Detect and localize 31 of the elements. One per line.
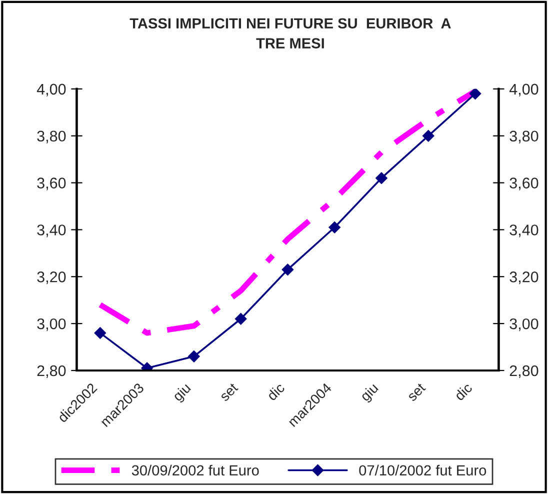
y-tick-label: 3,80 bbox=[37, 130, 66, 144]
y2-tick-label: 3,20 bbox=[510, 272, 538, 284]
y-tick-label: 3,00 bbox=[37, 318, 66, 332]
chart-title: TASSI IMPLICITI NEI FUTURE SU EURIBOR A TRE MESI bbox=[130, 18, 451, 48]
y2-tick-label: 3,40 bbox=[510, 224, 538, 238]
y2-tick-label: 4,00 bbox=[509, 84, 538, 96]
y-tick-label: 2,80 bbox=[37, 365, 66, 378]
x-tick-label: set bbox=[219, 382, 239, 402]
legend-label: 07/10/2002 fut Euro bbox=[359, 464, 486, 476]
x-tick-label: giu bbox=[172, 382, 194, 404]
x-tick-label: dic bbox=[266, 382, 286, 402]
y-tick-label: 3,40 bbox=[37, 224, 66, 238]
point bbox=[188, 350, 200, 362]
point bbox=[282, 264, 294, 276]
y-tick-label: 3,60 bbox=[37, 178, 66, 190]
point bbox=[234, 312, 247, 325]
y2-tick-label: 3,80 bbox=[510, 130, 538, 144]
point bbox=[328, 221, 341, 234]
y-tick-label: 4,00 bbox=[36, 84, 66, 96]
point bbox=[422, 130, 434, 142]
y-tick-label: 3,20 bbox=[37, 272, 66, 284]
point bbox=[94, 327, 106, 339]
y2-tick-label: 3,00 bbox=[510, 318, 538, 332]
x-tick-label: giu bbox=[359, 382, 381, 404]
y2-tick-label: 3,60 bbox=[510, 178, 538, 190]
x-tick-label: set bbox=[406, 382, 426, 402]
legend-label: 30/09/2002 fut Euro bbox=[132, 464, 259, 476]
point bbox=[376, 172, 388, 184]
y2-tick-label: 2,80 bbox=[510, 365, 538, 378]
x-tick-label: dic bbox=[454, 382, 473, 402]
point bbox=[469, 88, 482, 100]
